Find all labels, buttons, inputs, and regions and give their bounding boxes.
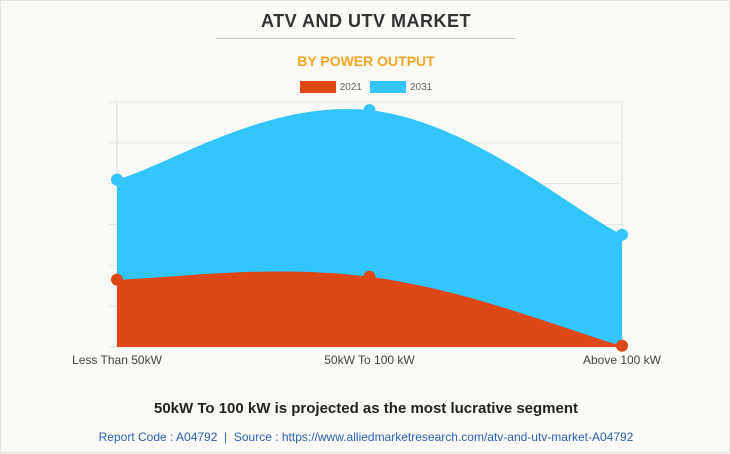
x-tick-label: 50kW To 100 kW [324, 353, 415, 367]
key-finding: 50kW To 100 kW is projected as the most … [153, 400, 579, 417]
data-point-2021-0 [111, 273, 123, 286]
data-point-2031-1 [363, 104, 376, 117]
legend-label-2031: 2031 [410, 81, 433, 93]
data-point-2031-2 [616, 228, 628, 241]
data-point-2021-2 [616, 339, 628, 352]
x-tick-label: Less Than 50kW [72, 353, 162, 367]
chart-title: ATV AND UTV MARKET [261, 11, 471, 31]
x-tick-label: Above 100 kW [583, 353, 662, 367]
legend: 2021 2031 [1, 81, 730, 93]
legend-label-2021: 2021 [339, 81, 362, 93]
legend-item-2021[interactable]: 2021 [299, 81, 362, 93]
legend-swatch-2031 [370, 81, 406, 93]
data-point-2021-1 [363, 270, 376, 283]
legend-item-2031[interactable]: 2031 [370, 81, 432, 93]
area-series-2021 [117, 271, 622, 347]
data-point-2031-0 [111, 173, 123, 186]
legend-swatch-2021 [299, 81, 336, 93]
chart-subtitle: BY POWER OUTPUT [297, 53, 435, 69]
title-divider [216, 38, 516, 39]
source-link[interactable]: Report Code : A04792 | Source : https://… [98, 430, 634, 444]
